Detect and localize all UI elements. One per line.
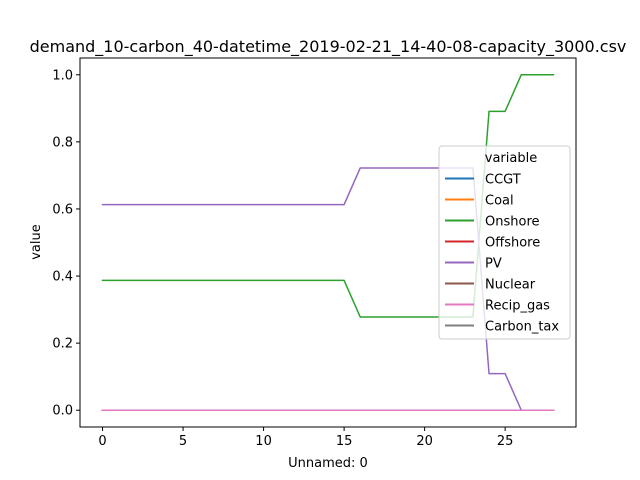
legend-entry-label: Carbon_tax: [485, 320, 559, 335]
y-axis-label: value: [29, 224, 44, 260]
x-tick-label: 15: [336, 434, 353, 449]
y-tick-label: 0.6: [52, 202, 73, 217]
legend-entry-label: Onshore: [485, 215, 540, 230]
y-tick-label: 1.0: [52, 68, 73, 83]
axis-ticks: 0 5 10 15 20 25 0.0 0.2 0.4 0.6 0.8 1.0: [52, 68, 513, 449]
legend-title: variable: [485, 151, 537, 166]
x-tick-label: 20: [416, 434, 433, 449]
legend-entry-label: Nuclear: [485, 278, 536, 293]
x-axis-label: Unnamed: 0: [288, 456, 368, 471]
legend-entry-label: CCGT: [485, 173, 521, 188]
legend-entry-label: Coal: [485, 194, 514, 209]
plot-area-frame: [79, 57, 577, 428]
legend-entry-label: Offshore: [485, 236, 540, 251]
y-tick-label: 0.8: [52, 135, 73, 150]
legend-box: [438, 145, 571, 340]
series-layer: [101, 74, 555, 411]
legend-entry-label: Recip_gas: [485, 299, 550, 314]
chart-title: demand_10-carbon_40-datetime_2019-02-21_…: [30, 37, 627, 57]
legend: variable CCGT Coal Onshore Offshore PV Nuclea…: [438, 145, 571, 340]
y-tick-label: 0.2: [52, 337, 73, 352]
x-tick-label: 10: [255, 434, 272, 449]
y-tick-label: 0.0: [52, 404, 73, 419]
y-tick-label: 0.4: [52, 270, 73, 285]
legend-entry-label: PV: [485, 257, 502, 272]
x-tick-label: 5: [179, 434, 187, 449]
x-tick-label: 0: [98, 434, 106, 449]
x-tick-label: 25: [497, 434, 514, 449]
